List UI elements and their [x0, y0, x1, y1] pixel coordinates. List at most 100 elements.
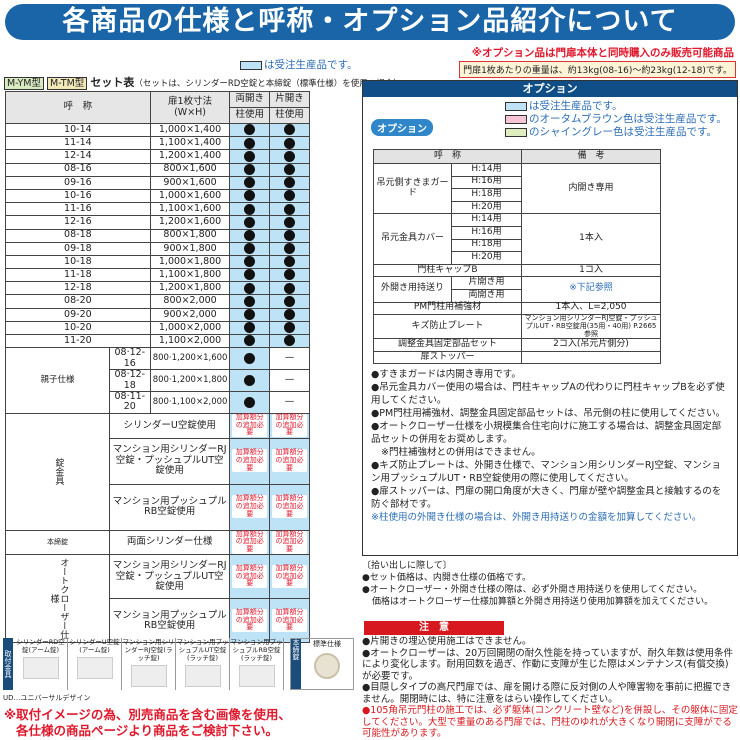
hardware-item: マンション用プッシュプルUT空錠(ラッチ錠): [176, 638, 230, 690]
table-row: 錠金具 シリンダーU空錠使用 加算額分の追加必要 加算額分の追加必要: [5, 412, 310, 531]
available-dot: [244, 243, 256, 255]
option-note: ●すきまガードは内開き専用です。: [371, 369, 521, 381]
table-row: 08-16 800×1,600: [5, 162, 310, 177]
caution-notes: ●片開きの埋込使用施工はできません。 ●オートクローザーは、20万回開閉の耐久性能…: [362, 636, 738, 739]
extra-charge-label: 加算額分の追加必要: [272, 413, 307, 437]
available-dot: [244, 396, 256, 408]
available-dot: [244, 282, 256, 294]
available-dot: [284, 163, 295, 175]
table-row: 親子仕様 08·12-16 800·1,200×1,600—: [5, 347, 310, 414]
deadbolt-image: [314, 653, 340, 679]
table-row: 11-16 1,100×1,600: [5, 202, 310, 217]
available-dot: [244, 229, 256, 241]
extra-charge-label: 加算額分の追加必要: [272, 564, 307, 589]
table-row: マンション用シリンダーRJ空錠・プッシュプルUT空錠使用 加算額分の追加必要 加算額…: [6, 437, 310, 485]
hardware-side-label: 取付金具: [3, 638, 13, 690]
caution-heading: 注 意: [364, 621, 504, 635]
option-note: ●PM門柱用補強材、調整金具固定部品セットは、吊元側の柱に使用してください。: [371, 408, 726, 420]
options-bar: オプション: [363, 81, 737, 97]
extra-charge-label: 加算額分の追加必要: [232, 494, 268, 519]
available-dot: [244, 203, 256, 215]
available-dot: [284, 335, 295, 347]
honjime-box: 本締錠 標準仕様: [290, 638, 354, 690]
table-row: 11-20 1,100×2,000: [5, 333, 310, 349]
available-dot: [244, 352, 256, 364]
available-dot: [284, 150, 295, 162]
table-row: マンション用プッシュプルRB空錠使用 加算額分の追加必要 加算額分の追加必要: [6, 598, 310, 644]
extra-charge-label: 加算額分の追加必要: [232, 608, 268, 633]
available-dot: [244, 295, 256, 307]
options-badge: オプション: [371, 119, 433, 136]
option-note: ※門柱補強材との併用はできません。: [381, 447, 541, 459]
extra-charge-label: 加算額分の追加必要: [232, 564, 268, 589]
honjime-side-label: 本締錠: [291, 639, 301, 689]
hardware-image: [130, 665, 167, 687]
table-row: 09-18 900×1,800: [5, 241, 310, 256]
available-dot: [284, 243, 295, 255]
available-dot: [284, 295, 295, 307]
option-note: ●キズ防止プレートは、外開き仕様で、マンション用シリンダーRJ空錠、マンション用…: [371, 460, 721, 485]
option-note: ●オートクローザー仕様を小規模集合住宅向けに施工する場合は、調整金具固定部品セッ…: [371, 421, 722, 446]
available-dot: [244, 190, 256, 202]
options-legend: は受注生産品です。 のオータムブラウン色は受注生産品です。 のシャイングレー色は…: [505, 100, 727, 139]
table-row: 10-16 1,000×1,600: [5, 188, 310, 204]
available-dot: [284, 203, 295, 215]
option-note: ●吊元金具カバー使用の場合は、門柱キャップAの代わりに門柱キャップBを必ず使用し…: [371, 382, 725, 407]
available-dot: [244, 256, 256, 268]
available-dot: [284, 190, 295, 202]
table-row: 08-20 800×2,000: [5, 294, 310, 309]
table-row: 08·12-18 800·1,200×1,800—: [6, 369, 310, 392]
set-table-title: M-YM型 M-TM型 セット表（セットは、シリンダーRD空錠と本締錠（標準仕様…: [4, 74, 402, 90]
hardware-item: マンション用シリンダーRJ空錠(ラッチ錠): [122, 638, 176, 690]
extra-charge-label: 加算額分の追加必要: [272, 608, 307, 633]
hardware-item: シリンダーU空錠(アーム錠): [68, 638, 122, 690]
options-table: 呼 称備 考 吊元側すきまガード H:14用 内開き専用 H:16用 H:18用 H:2…: [373, 149, 661, 365]
table-row: 11-18 1,100×1,800: [5, 268, 310, 283]
option-note: ●扉ストッパーは、門扉の開口角度が大きく、門扉が壁や調整金具と接触するのを防ぐ部…: [371, 486, 722, 511]
extra-charge-label: 加算額分の追加必要: [232, 530, 268, 554]
weight-note: 門扉1枚あたりの重量は、約13kg(08-16)〜約23kg(12-18)です。: [459, 61, 736, 78]
hardware-image: [184, 665, 221, 687]
table-row: 11-14 1,100×1,400: [5, 136, 310, 151]
table-row: 本締錠 両面シリンダー仕様 加算額分の追加必要 加算額分の追加必要: [5, 529, 310, 556]
extra-charge-label: 加算額分の追加必要: [272, 530, 307, 554]
available-dot: [244, 137, 256, 149]
extra-charge-label: 加算額分の追加必要: [232, 448, 268, 473]
table-row: 09-16 900×1,600: [5, 175, 310, 190]
honjime-item-label: 標準仕様: [313, 640, 341, 648]
available-dot: [244, 216, 256, 228]
available-dot: [244, 322, 256, 334]
hardware-item: マンション用プッシュプルRB空錠(ラッチ錠): [230, 638, 284, 690]
table-row: 12-18 1,200×1,800: [5, 281, 310, 296]
hardware-item: シリンダーRD空錠(アーム錠): [14, 638, 68, 690]
available-dot: [284, 309, 295, 320]
table-row: 08-18 800×1,800: [5, 228, 310, 243]
hardware-image: [238, 665, 275, 687]
table-row: 10-14 1,000×1,400: [5, 122, 310, 138]
available-dot: [284, 216, 295, 228]
table-row: 12-16 1,200×1,600: [5, 215, 310, 230]
available-dot: [244, 309, 256, 320]
table-row: オートクローザー仕様 マンション用シリンダーRJ空錠・プッシュプルUT空錠使用 加算…: [5, 554, 310, 644]
order-legend: は受注生産品です。: [240, 57, 357, 72]
table-row: 10-18 1,000×1,800: [5, 254, 310, 270]
available-dot: [284, 137, 295, 149]
option-notice: ※オプション品は門扉本体と同時購入のみ販売可能商品: [471, 47, 734, 59]
options-panel: オプション オプション は受注生産品です。 のオータムブラウン色は受注生産品です…: [362, 80, 738, 556]
available-dot: [244, 374, 256, 386]
extra-charge-label: 加算額分の追加必要: [272, 448, 307, 473]
available-dot: [284, 322, 295, 334]
available-dot: [284, 124, 295, 136]
table-row: 09-20 900×2,000: [5, 307, 310, 322]
set-table: 呼 称扉1枚寸法 (W×H) 両開き 片開き 柱使用 柱使用 10-14 1,000×1…: [5, 91, 310, 644]
available-dot: [284, 269, 295, 281]
options-note-blue: ※柱使用の外開き仕様の場合は、外開き用持送りの金額を加算してください。: [371, 512, 702, 524]
table-row: 10-20 1,000×2,000: [5, 320, 310, 336]
available-dot: [244, 177, 256, 189]
extra-charge-label: 加算額分の追加必要: [272, 494, 307, 519]
hardware-strip: 取付金具 シリンダーRD空錠(アーム錠) シリンダーU空錠(アーム錠) マンション用…: [3, 638, 353, 702]
available-dot: [244, 335, 256, 347]
available-dot: [244, 163, 256, 175]
pickup-notes: 〔拾い出しに際して〕 ●セット価格は、内開き仕様の価格です。 ●オートクローザー・外…: [362, 561, 714, 607]
table-row: マンション用プッシュプルRB空錠使用 加算額分の追加必要 加算額分の追加必要: [6, 483, 310, 531]
